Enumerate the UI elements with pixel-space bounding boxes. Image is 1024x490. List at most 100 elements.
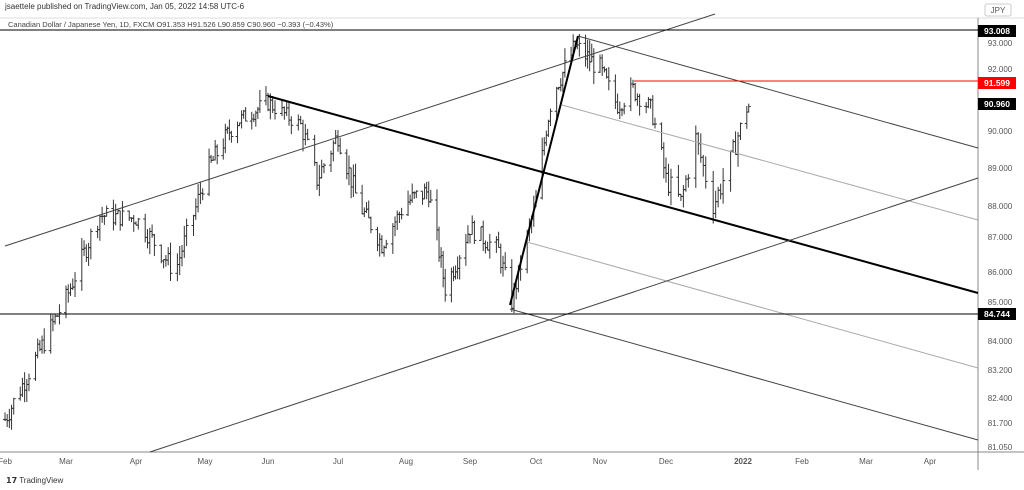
ohlc-bar (399, 207, 404, 220)
ohlc-bar (481, 220, 486, 252)
y-tick-label: 82.400 (988, 394, 1013, 403)
ohlc-bar (127, 210, 132, 221)
ohlc-bar (721, 168, 726, 204)
ohlc-bar (548, 108, 553, 127)
ohlc-bar (136, 218, 141, 230)
ohlc-bar (449, 267, 454, 303)
ohlc-bar (86, 242, 91, 266)
ohlc-bar (728, 150, 733, 192)
ohlc-bar (193, 198, 198, 220)
ohlc-bar (379, 235, 384, 254)
ohlc-bar (384, 239, 389, 249)
ohlc-bar (180, 245, 184, 267)
ohlc-bar (585, 39, 590, 69)
x-tick-label: Jul (333, 457, 343, 466)
ohlc-bar (152, 233, 157, 257)
ohlc-bar (693, 125, 698, 188)
inner-parallel-lower[interactable] (526, 241, 979, 369)
ohlc-bar (33, 351, 38, 381)
time-axis[interactable]: Feb Mar Apr May Jun Jul Aug Sep Oct Nov Dec 2022 Feb… (0, 457, 937, 466)
ohlc-bar (177, 245, 182, 276)
x-tick-label: Nov (593, 457, 607, 466)
inner-parallel-upper[interactable] (561, 104, 979, 221)
price-label: 93.008 (984, 26, 1010, 36)
ohlc-bar (628, 77, 633, 112)
x-tick-label: Oct (530, 457, 543, 466)
ohlc-bar (95, 225, 100, 239)
lower-parallel[interactable] (509, 308, 979, 441)
ohlc-bar (364, 202, 369, 214)
ohlc-bar (221, 138, 226, 160)
ohlc-bar (686, 174, 691, 188)
ohlc-bar (470, 215, 475, 236)
ohlc-bar (26, 373, 31, 392)
ohlc-bar (22, 372, 27, 403)
drawings[interactable] (0, 13, 979, 453)
ohlc-bar (496, 231, 501, 249)
ohlc-bar (650, 95, 655, 126)
ohlc-bar (414, 190, 419, 199)
ohlc-bar (64, 285, 68, 319)
x-tick-label: Feb (0, 457, 12, 466)
tradingview-logo: 𝟭𝟳 TradingView (6, 476, 64, 485)
upper-channel-line[interactable] (4, 13, 716, 247)
ohlc-bar (455, 256, 460, 280)
ohlc-bar (225, 126, 230, 134)
upper-parallel[interactable] (577, 35, 979, 149)
price-labels: 93.008 91.599 90.960 84.744 (978, 25, 1016, 320)
ohlc-bar (485, 241, 490, 251)
y-tick-label: 87.000 (988, 233, 1013, 242)
ohlc-bar (620, 107, 624, 117)
ohlc-bar (558, 78, 563, 92)
ohlc-bar (589, 43, 594, 63)
x-tick-label: Dec (659, 457, 673, 466)
ohlc-bar (606, 67, 611, 91)
ohlc-bar (453, 265, 458, 280)
ohlc-bar (336, 130, 340, 152)
ohlc-bar (317, 164, 322, 197)
ohlc-bar (711, 171, 716, 224)
ohlc-bar (235, 121, 240, 144)
ohlc-bar (498, 243, 503, 274)
ohlc-bar (150, 224, 155, 238)
ohlc-bar (303, 124, 308, 146)
ohlc-bar (223, 123, 228, 154)
brand-text: TradingView (19, 476, 64, 485)
ohlc-bar (451, 266, 456, 282)
x-tick-label: Apr (130, 457, 143, 466)
ohlc-bar (368, 216, 373, 234)
ohlc-bar (104, 205, 109, 217)
ohlc-bar (287, 102, 291, 126)
price-axis[interactable]: 93.000 92.000 90.000 89.000 88.000 87.000 86.0… (988, 39, 1013, 452)
ohlc-bar (542, 137, 547, 156)
ohlc-bar (479, 226, 483, 241)
ohlc-bar (463, 233, 468, 266)
ohlc-bar (362, 207, 367, 218)
ohlc-bar (166, 247, 171, 266)
ohlc-bar (79, 237, 84, 291)
ohlc-bar (487, 233, 492, 259)
rising-line[interactable] (149, 177, 979, 453)
bars (3, 33, 751, 430)
ohlc-bar (229, 130, 234, 143)
rally-line[interactable] (509, 35, 579, 306)
ohlc-bar (598, 54, 602, 73)
x-tick-label: Apr (924, 457, 937, 466)
ohlc-bar (296, 114, 301, 131)
ohlc-bar (227, 119, 232, 141)
ohlc-bar (428, 189, 433, 203)
ohlc-bar (544, 130, 549, 147)
currency-badge (984, 3, 1012, 17)
median-line[interactable] (267, 95, 979, 294)
ohlc-bar (346, 155, 351, 186)
ohlc-bar (393, 216, 398, 237)
y-tick-label: 85.000 (988, 298, 1013, 307)
ohlc-bar (653, 117, 657, 129)
y-tick-label: 81.050 (988, 443, 1013, 452)
price-label-box (978, 308, 1016, 320)
ohlc-bar (20, 377, 25, 397)
ohlc-bar (503, 252, 508, 271)
ohlc-bar (319, 159, 324, 179)
ohlc-bar (344, 149, 349, 180)
